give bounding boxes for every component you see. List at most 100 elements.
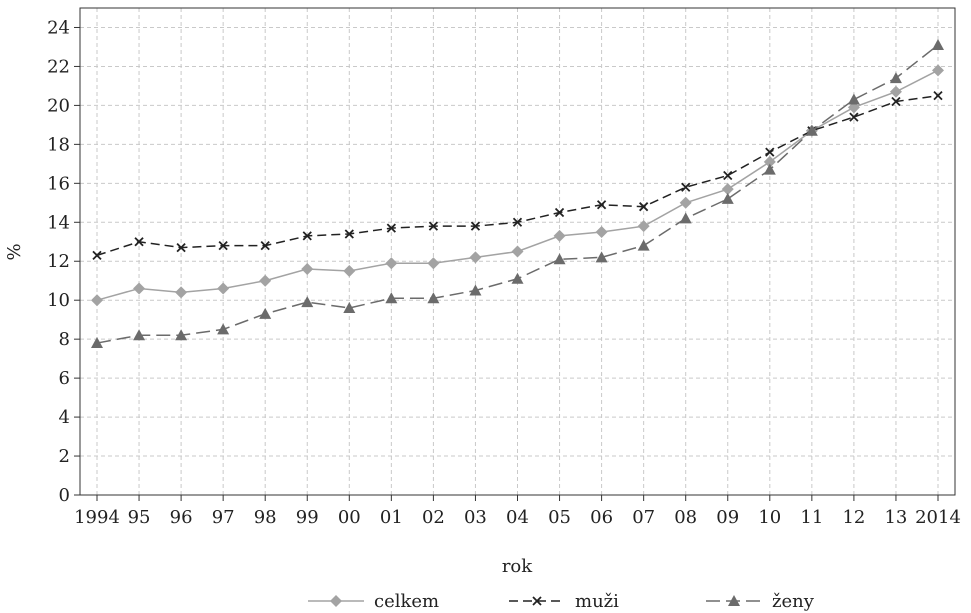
data-point-muzi [723, 170, 733, 181]
data-point-celkem [763, 155, 776, 168]
x-marker-stroke [134, 237, 144, 247]
x-tick-label: 04 [506, 507, 529, 528]
data-point-muzi [681, 182, 691, 192]
legend-swatch-marker [330, 595, 342, 607]
x-tick-label: 08 [674, 507, 697, 528]
data-point-zeny [469, 284, 482, 296]
y-axis-title: % [4, 243, 25, 260]
legend: celkem muži ženy [308, 591, 815, 612]
legend-item-muzi: muži [509, 591, 619, 612]
data-point-zeny [805, 124, 818, 136]
x-tick-label: 07 [632, 507, 655, 528]
data-point-zeny [175, 329, 188, 341]
x-marker-stroke [933, 91, 943, 101]
data-point-zeny [301, 296, 314, 308]
y-tick-label: 20 [47, 95, 70, 116]
data-point-zeny [511, 272, 524, 284]
legend-label-celkem: celkem [374, 591, 439, 612]
legend-label-zeny: ženy [772, 591, 815, 612]
x-axis-title: rok [502, 556, 533, 577]
data-point-muzi [92, 250, 102, 261]
x-tick-label: 2014 [915, 507, 961, 528]
data-point-celkem [175, 286, 188, 299]
data-point-muzi [554, 207, 565, 218]
series-line-muzi [96, 94, 939, 257]
x-tick-label: 13 [884, 507, 907, 528]
data-point-muzi [344, 229, 354, 239]
data-point-celkem [637, 220, 650, 233]
data-point-zeny [343, 301, 356, 313]
x-marker-stroke [723, 170, 733, 181]
x-tick-label: 01 [380, 507, 403, 528]
data-point-zeny [133, 329, 146, 341]
data-point-muzi [428, 221, 439, 231]
data-point-muzi [512, 217, 523, 227]
legend-item-zeny: ženy [706, 591, 815, 612]
data-point-muzi [386, 223, 396, 233]
x-tick-label: 99 [296, 507, 319, 528]
data-point-celkem [932, 64, 944, 77]
x-tick-label: 09 [716, 507, 739, 528]
data-point-celkem [217, 282, 230, 295]
data-point-zeny [889, 72, 902, 84]
y-tick-label: 12 [47, 251, 70, 272]
x-tick-label: 05 [548, 507, 571, 528]
x-tick-label: 95 [128, 507, 151, 528]
x-marker-stroke [891, 96, 901, 107]
x-tick-label: 11 [800, 507, 823, 528]
data-point-celkem [679, 196, 692, 209]
data-point-muzi [891, 96, 901, 107]
x-marker-stroke [302, 231, 312, 241]
x-marker-stroke [681, 182, 691, 192]
y-tick-label: 0 [59, 485, 70, 506]
x-marker-stroke [470, 221, 481, 231]
x-tick-label: 02 [422, 507, 445, 528]
x-marker-stroke [554, 207, 565, 218]
data-point-zeny [763, 163, 776, 175]
data-point-zeny [385, 292, 398, 304]
x-tick-label: 98 [254, 507, 277, 528]
x-marker-stroke [532, 596, 542, 606]
data-point-muzi [849, 112, 859, 122]
x-tick-label: 10 [758, 507, 781, 528]
data-point-celkem [511, 245, 524, 258]
y-tick-label: 4 [59, 407, 70, 428]
data-point-zeny [847, 93, 860, 105]
data-point-celkem [301, 263, 314, 276]
x-marker-stroke [386, 223, 396, 233]
data-point-muzi [176, 242, 186, 253]
y-tick-label: 22 [47, 56, 70, 77]
data-point-zeny [932, 39, 944, 51]
y-tick-label: 24 [47, 17, 70, 38]
data-point-zeny [721, 192, 734, 204]
data-point-muzi [765, 147, 775, 157]
legend-swatch-marker [728, 595, 740, 606]
y-tick-label: 2 [59, 446, 70, 467]
x-marker-stroke [512, 217, 523, 227]
x-marker-stroke [344, 229, 354, 239]
data-point-zeny [259, 307, 272, 319]
data-point-celkem [721, 183, 734, 196]
y-tick-label: 6 [59, 368, 70, 389]
data-point-celkem [553, 229, 566, 242]
data-point-zeny [553, 253, 566, 265]
data-point-zeny [91, 337, 103, 349]
data-point-celkem [343, 264, 356, 277]
data-point-muzi [933, 91, 943, 101]
data-point-zeny [217, 323, 230, 335]
x-tick-label: 12 [842, 507, 865, 528]
x-tick-label: 97 [212, 507, 235, 528]
x-axis: 1994 95 96 97 98 99 00 01 02 03 04 05 06 07 08 09 10 11 12… [74, 495, 961, 528]
x-marker-stroke [176, 242, 186, 253]
data-point-celkem [427, 257, 440, 270]
y-tick-label: 16 [47, 173, 70, 194]
data-point-muzi [260, 241, 270, 251]
data-point-muzi [302, 231, 312, 241]
data-point-zeny [427, 292, 440, 304]
y-tick-label: 14 [47, 212, 70, 233]
legend-swatch-marker [532, 596, 542, 606]
data-point-celkem [595, 226, 608, 239]
data-point-zeny [679, 212, 692, 224]
